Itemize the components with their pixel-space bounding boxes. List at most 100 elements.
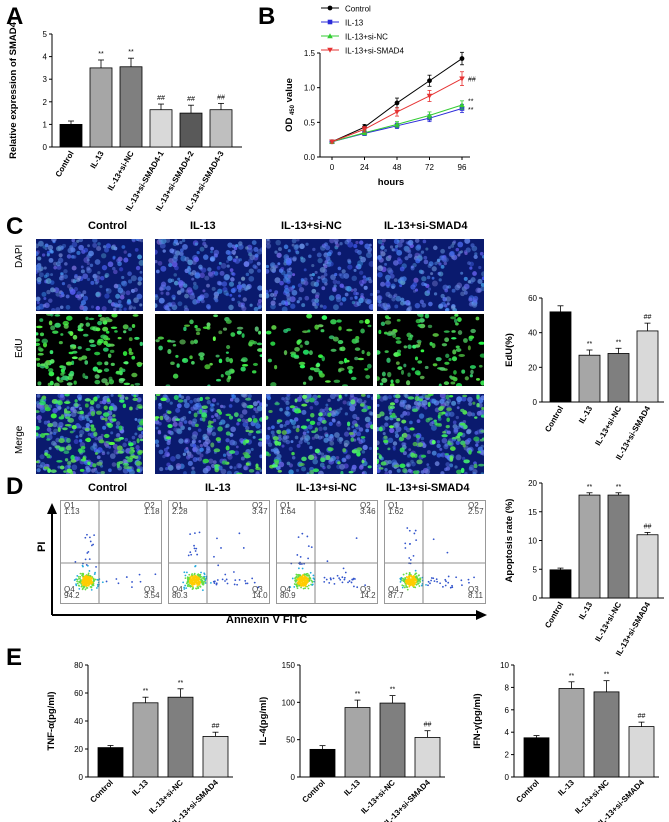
nucleus bbox=[403, 300, 407, 305]
edu-cell bbox=[215, 354, 220, 358]
event bbox=[78, 577, 80, 580]
flow-xlabel-annexin: Annexin V FITC bbox=[226, 614, 308, 626]
edu-cell bbox=[417, 442, 424, 447]
nucleus bbox=[391, 297, 396, 302]
nucleus bbox=[296, 239, 300, 242]
nucleus bbox=[258, 293, 262, 298]
nucleus bbox=[101, 265, 108, 271]
nucleus bbox=[286, 279, 291, 284]
marker bbox=[361, 127, 368, 133]
nucleus bbox=[212, 460, 217, 464]
nucleus bbox=[347, 258, 351, 263]
nucleus bbox=[132, 306, 136, 310]
nucleus bbox=[202, 467, 209, 474]
edu-cell bbox=[85, 322, 91, 327]
edu-cell bbox=[136, 438, 140, 444]
event bbox=[195, 547, 198, 550]
nucleus bbox=[220, 468, 227, 474]
event bbox=[117, 582, 120, 585]
q2-value: 3.46 bbox=[360, 507, 376, 516]
nucleus bbox=[379, 396, 385, 402]
nucleus bbox=[431, 266, 437, 272]
edu-cell bbox=[48, 371, 55, 377]
nucleus bbox=[191, 466, 195, 470]
event bbox=[295, 577, 298, 579]
nucleus bbox=[394, 244, 399, 249]
nucleus bbox=[380, 250, 384, 254]
nucleus bbox=[266, 434, 271, 440]
nucleus bbox=[410, 266, 415, 271]
edu-cell bbox=[470, 328, 476, 334]
edu-cell bbox=[49, 359, 55, 364]
edu-cell bbox=[342, 448, 347, 453]
event bbox=[427, 584, 429, 587]
edu-cell bbox=[252, 362, 258, 366]
nucleus bbox=[65, 294, 70, 299]
event bbox=[429, 582, 431, 585]
nucleus bbox=[424, 469, 431, 474]
edu-cell bbox=[199, 408, 203, 415]
edu-cell bbox=[172, 343, 177, 347]
chart-e-tnf-alpha: 020406080TNF-α(pg/ml)Control**IL-13**IL-… bbox=[46, 661, 233, 822]
edu-cell bbox=[204, 396, 210, 400]
edu-cell bbox=[132, 397, 139, 402]
marker bbox=[327, 5, 333, 11]
micro-image bbox=[36, 314, 143, 386]
bar bbox=[132, 702, 159, 778]
nucleus bbox=[44, 302, 50, 309]
event bbox=[84, 575, 86, 578]
legend-label: Control bbox=[345, 5, 371, 14]
event bbox=[199, 576, 202, 579]
edu-cell bbox=[228, 415, 234, 420]
nucleus bbox=[245, 285, 251, 290]
marker bbox=[329, 139, 335, 145]
nucleus bbox=[36, 296, 41, 302]
event bbox=[86, 552, 89, 554]
event bbox=[86, 564, 89, 567]
nucleus bbox=[444, 410, 451, 417]
edu-cell bbox=[336, 319, 342, 323]
edu-cell bbox=[92, 366, 99, 372]
significance-mark: ## bbox=[157, 95, 165, 102]
panel-c-col-il13-sismad4: IL-13+si-SMAD4 bbox=[384, 220, 468, 232]
nucleus bbox=[225, 292, 230, 297]
nucleus bbox=[245, 272, 250, 277]
nucleus bbox=[368, 446, 373, 451]
nucleus bbox=[202, 441, 209, 447]
nucleus bbox=[474, 430, 479, 435]
edu-cell bbox=[108, 441, 115, 446]
nucleus bbox=[71, 265, 77, 271]
nucleus bbox=[329, 394, 336, 400]
chart-e-il4: 050100150IL-4(pg/ml)Control**IL-13**IL-1… bbox=[258, 661, 445, 822]
nucleus bbox=[446, 430, 451, 435]
nucleus bbox=[460, 271, 464, 275]
nucleus bbox=[164, 414, 170, 421]
edu-cell bbox=[311, 430, 317, 434]
edu-cell bbox=[399, 447, 405, 453]
nucleus bbox=[121, 280, 128, 287]
nucleus bbox=[276, 252, 282, 258]
nucleus bbox=[266, 243, 272, 249]
nucleus bbox=[60, 272, 63, 276]
nucleus bbox=[397, 257, 401, 262]
event bbox=[439, 582, 442, 585]
nucleus bbox=[361, 450, 366, 454]
nucleus bbox=[408, 305, 412, 309]
nucleus bbox=[230, 426, 236, 433]
nucleus bbox=[328, 435, 335, 442]
nucleus bbox=[293, 244, 299, 251]
edu-cell bbox=[377, 458, 379, 465]
edu-cell bbox=[199, 355, 204, 361]
nucleus bbox=[113, 307, 117, 311]
edu-cell bbox=[384, 315, 390, 319]
event bbox=[415, 576, 418, 579]
event bbox=[90, 585, 93, 588]
event bbox=[455, 576, 458, 579]
edu-cell bbox=[365, 374, 371, 379]
q4-value: 94.2 bbox=[64, 591, 80, 600]
nucleus bbox=[320, 435, 324, 439]
nucleus bbox=[414, 239, 420, 243]
nucleus bbox=[270, 300, 276, 306]
edu-cell bbox=[361, 459, 365, 464]
nucleus bbox=[259, 469, 262, 472]
